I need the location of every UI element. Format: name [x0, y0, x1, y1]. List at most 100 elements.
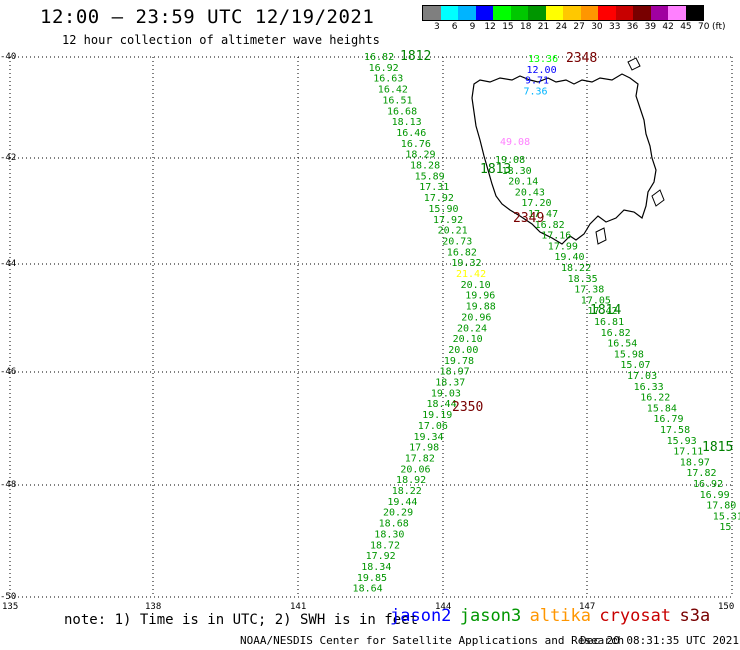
- swh-reading: 17.38: [574, 285, 604, 296]
- mission-legend-item: jason3: [459, 606, 522, 626]
- swh-reading: 16.79: [653, 414, 683, 425]
- swh-reading: 16.22: [640, 393, 670, 404]
- swh-reading: 16.42: [378, 85, 408, 96]
- swh-reading: 18.28: [410, 161, 440, 172]
- swh-reading: 16.33: [634, 382, 664, 393]
- longitude-label: 135: [2, 602, 19, 612]
- swh-reading: 18.44: [427, 399, 457, 410]
- swh-reading: 17.92: [366, 551, 396, 562]
- swh-reading: 17.42: [587, 306, 617, 317]
- swh-reading: 18.22: [392, 486, 422, 497]
- swh-reading: 17.82: [405, 453, 435, 464]
- color-swatch: [493, 6, 511, 20]
- swh-reading: 18.34: [361, 562, 391, 573]
- swh-reading: 17.20: [521, 198, 551, 209]
- color-swatch: [633, 6, 651, 20]
- swh-reading: 20.24: [457, 323, 487, 334]
- swh-reading: 16.82: [364, 52, 394, 63]
- swh-reading: 19.34: [413, 432, 443, 443]
- color-swatch: [598, 6, 616, 20]
- swh-reading: 19.85: [357, 573, 387, 584]
- swh-reading: 18.13: [392, 117, 422, 128]
- swh-reading: 17.58: [660, 425, 690, 436]
- longitude-label: 141: [290, 602, 307, 612]
- swh-reading: 17.92: [433, 215, 463, 226]
- swh-reading: 17.03: [627, 371, 657, 382]
- swh-reading: 20.29: [383, 508, 413, 519]
- swh-reading: 49.08: [500, 137, 530, 148]
- tasmania-coastline: [471, 57, 665, 245]
- swh-reading: 21.42: [456, 269, 486, 280]
- swh-reading: 16.92: [369, 63, 399, 74]
- longitude-label: 144: [435, 602, 452, 612]
- swh-reading: 18.29: [405, 150, 435, 161]
- swh-reading: 16.82: [535, 220, 565, 231]
- credit-text: NOAA/NESDIS Center for Satellite Applica…: [240, 634, 625, 647]
- swh-reading: 18.72: [370, 540, 400, 551]
- swh-reading: 15.98: [614, 349, 644, 360]
- swh-reading: 15.31: [713, 511, 740, 522]
- swh-reading: 19.32: [451, 258, 481, 269]
- color-swatch: [545, 6, 563, 20]
- swh-reading: 18.68: [379, 519, 409, 530]
- swh-reading: 16.76: [401, 139, 431, 150]
- swh-reading: 15.90: [428, 204, 458, 215]
- swh-reading: 20.96: [461, 312, 491, 323]
- swh-reading: 16.51: [382, 95, 412, 106]
- footnote: note: 1) Time is in UTC; 2) SWH is in fe…: [64, 612, 419, 628]
- swh-reading: 16.46: [396, 128, 426, 139]
- swh-reading: 18.30: [374, 529, 404, 540]
- swh-readings: 181216.8216.9216.6316.4216.5116.6818.131…: [353, 49, 740, 595]
- swh-reading: 20.00: [448, 345, 478, 356]
- swh-reading: 17.99: [548, 241, 578, 252]
- color-scale-tick: 45: [680, 22, 692, 32]
- swh-reading: 20.10: [453, 334, 483, 345]
- swh-reading: 20.10: [461, 280, 491, 291]
- swh-reading: 16.92: [693, 479, 723, 490]
- swh-reading: 16.82: [447, 247, 477, 258]
- swh-reading: 16.63: [373, 74, 403, 85]
- swh-reading: 16.54: [607, 339, 637, 350]
- pass-time-label: 1815: [702, 440, 733, 455]
- color-swatch: [528, 6, 546, 20]
- color-scale-tick: 15: [502, 22, 514, 32]
- swh-reading: 17.11: [673, 447, 703, 458]
- color-scale-tick: 27: [573, 22, 585, 32]
- color-scale-tick: 33: [609, 22, 621, 32]
- swh-reading: 19.96: [465, 291, 495, 302]
- swh-reading: 17.16: [541, 231, 571, 242]
- maria-island: [651, 189, 665, 207]
- color-scale-tick: 70: [698, 22, 710, 32]
- color-scale-tick: 21: [537, 22, 550, 32]
- latitude-label: -40: [0, 52, 17, 62]
- swh-reading: 16.68: [387, 106, 417, 117]
- swh-reading: 18.37: [435, 378, 465, 389]
- color-scale-tick: 24: [555, 22, 568, 32]
- swh-reading: 15: [719, 522, 731, 533]
- swh-reading: 20.06: [400, 464, 430, 475]
- swh-reading: 18.92: [396, 475, 426, 486]
- swh-reading: 17.06: [418, 421, 448, 432]
- swh-reading: 17.98: [409, 443, 439, 454]
- pass-time-label: 1814: [590, 303, 621, 318]
- swh-reading: 9.71: [525, 76, 549, 87]
- swh-reading: 15.07: [620, 360, 650, 371]
- swh-reading: 12.00: [527, 65, 557, 76]
- map-title: 12:00 — 23:59 UTC 12/19/2021: [40, 6, 375, 28]
- swh-reading: 13.36: [528, 54, 558, 65]
- map-grid: [9, 56, 733, 598]
- swh-reading: 15.84: [647, 403, 677, 414]
- color-swatch: [475, 6, 493, 20]
- color-scale-tick: 12: [484, 22, 496, 32]
- latitude-label: -50: [0, 592, 17, 602]
- generated-timestamp: Dec 20 08:31:35 UTC 2021: [580, 634, 739, 647]
- color-scale-tick: 6: [451, 22, 458, 32]
- swh-reading: 19.40: [554, 252, 584, 263]
- swh-reading: 20.14: [508, 177, 538, 188]
- color-swatch: [510, 6, 528, 20]
- swh-reading: 17.31: [419, 182, 449, 193]
- swh-reading: 17.92: [424, 193, 454, 204]
- mission-legend-item: s3a: [679, 606, 711, 626]
- swh-reading: 17.05: [581, 295, 611, 306]
- latitude-label: -46: [0, 367, 17, 377]
